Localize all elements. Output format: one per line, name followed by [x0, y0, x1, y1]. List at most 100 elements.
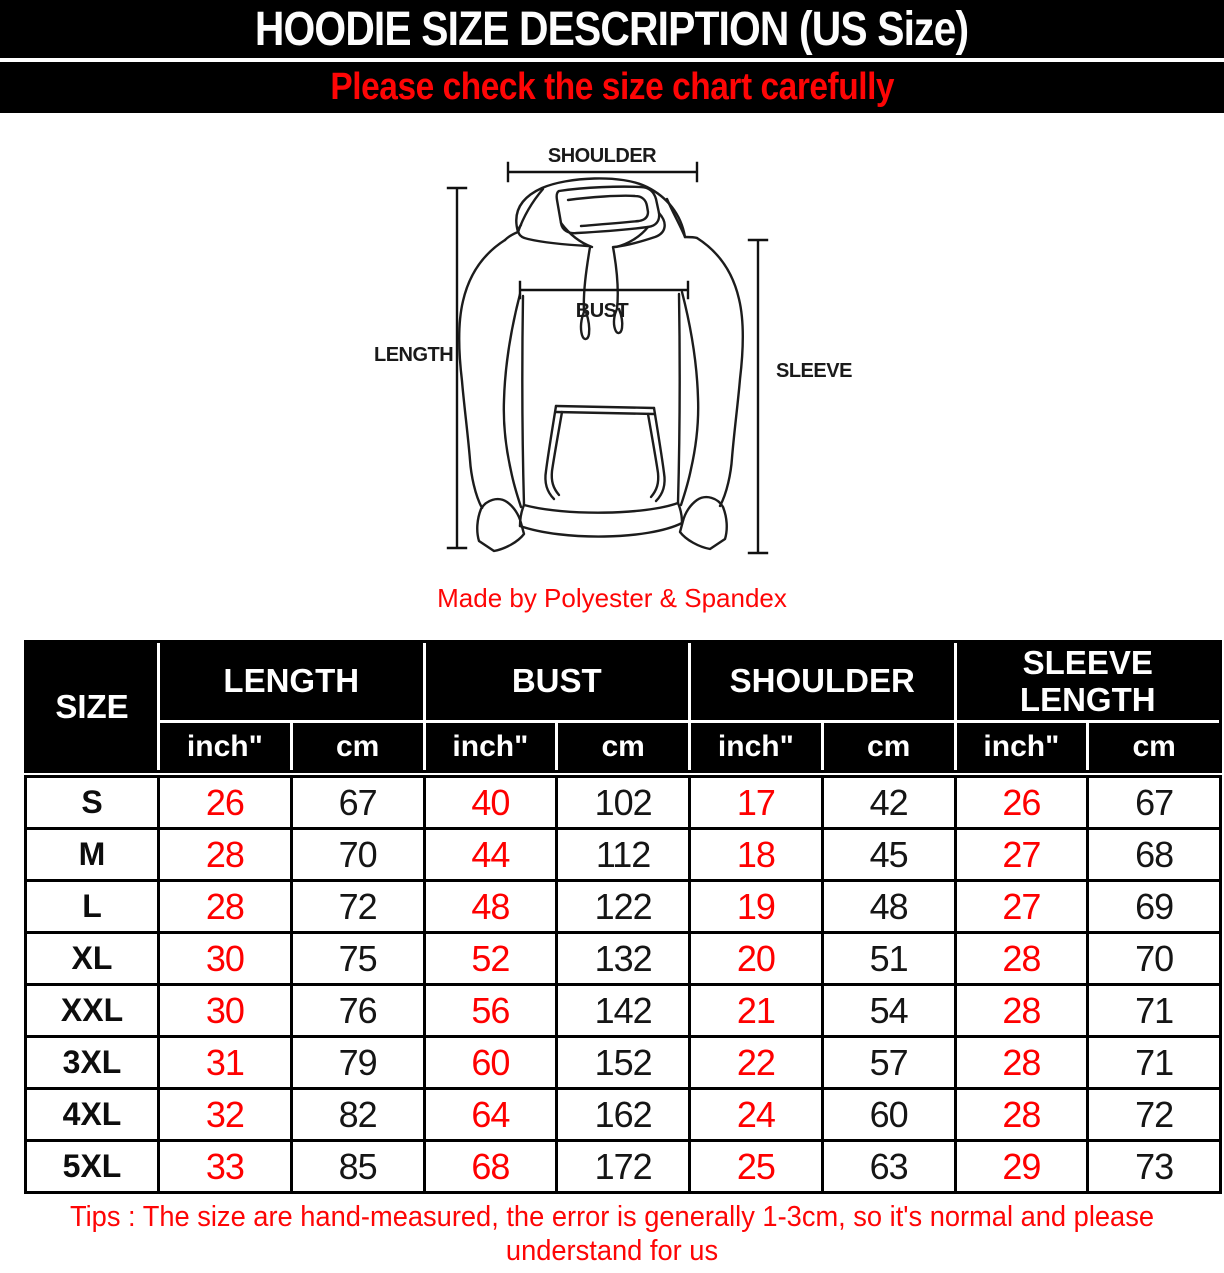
cell-value: 68 [425, 1142, 556, 1191]
cell-value: 45 [823, 830, 954, 879]
cell-value: 30 [160, 934, 290, 983]
cell-value: 79 [292, 1038, 423, 1087]
cell-value: 69 [1089, 882, 1219, 931]
cell-value: 162 [558, 1090, 688, 1139]
cell-value: 48 [823, 882, 954, 931]
page-subtitle: Please check the size chart carefully [330, 66, 894, 108]
cell-value: 71 [1089, 986, 1219, 1035]
tips-line-2: understand for us [505, 1235, 719, 1267]
cell-value: 60 [425, 1038, 556, 1087]
cell-value: 68 [1089, 830, 1219, 879]
sleeve-measure-label: SLEEVE [776, 360, 852, 382]
cell-value: 29 [956, 1142, 1087, 1191]
row-size-label: XXL [27, 986, 157, 1035]
cell-value: 20 [691, 934, 821, 983]
cell-value: 122 [558, 882, 688, 931]
header-sleeve-length: SLEEVE LENGTH [956, 643, 1219, 720]
row-size-label: 3XL [27, 1038, 157, 1087]
cell-value: 82 [292, 1090, 423, 1139]
cell-value: 72 [1089, 1090, 1219, 1139]
cell-value: 54 [823, 986, 954, 1035]
shoulder-measure-label: SHOULDER [547, 145, 657, 167]
cell-value: 112 [558, 830, 688, 879]
cell-value: 32 [160, 1090, 290, 1139]
size-table-body: S 26 67 40 102 17 42 26 67 M 28 70 44 11… [24, 775, 1222, 1194]
cell-value: 26 [160, 778, 290, 827]
subtitle-bar: Please check the size chart carefully [0, 62, 1224, 113]
page-title: HOODIE SIZE DESCRIPTION (US Size) [255, 2, 969, 56]
header-unit-cm: cm [823, 723, 954, 770]
cell-value: 132 [558, 934, 688, 983]
cell-value: 60 [823, 1090, 954, 1139]
header-unit-inch: inch" [425, 723, 556, 770]
cell-value: 30 [160, 986, 290, 1035]
size-table-header: SIZE LENGTH BUST SHOULDER SLEEVE LENGTH … [24, 640, 1222, 773]
hoodie-line-drawing [446, 161, 769, 555]
cell-value: 142 [558, 986, 688, 1035]
tips-note: Tips : The size are hand-measured, the e… [37, 1200, 1188, 1268]
cell-value: 102 [558, 778, 688, 827]
cell-value: 42 [823, 778, 954, 827]
row-size-label: S [27, 778, 157, 827]
cell-value: 40 [425, 778, 556, 827]
row-size-label: 5XL [27, 1142, 157, 1191]
cell-value: 172 [558, 1142, 688, 1191]
hoodie-outline [457, 177, 745, 553]
cell-value: 75 [292, 934, 423, 983]
cell-value: 44 [425, 830, 556, 879]
cell-value: 28 [956, 986, 1087, 1035]
header-bust: BUST [425, 643, 688, 720]
cell-value: 33 [160, 1142, 290, 1191]
cell-value: 24 [691, 1090, 821, 1139]
cell-value: 67 [1089, 778, 1219, 827]
header-shoulder: SHOULDER [691, 643, 954, 720]
header-unit-inch: inch" [160, 723, 290, 770]
cell-value: 28 [160, 830, 290, 879]
cell-value: 26 [956, 778, 1087, 827]
cell-value: 64 [425, 1090, 556, 1139]
row-size-label: XL [27, 934, 157, 983]
header-unit-cm: cm [1089, 723, 1219, 770]
hoodie-diagram: SHOULDER LENGTH BUST SLEEVE [0, 113, 1224, 585]
banner-divider [0, 58, 1224, 62]
cell-value: 18 [691, 830, 821, 879]
row-size-label: 4XL [27, 1090, 157, 1139]
cell-value: 70 [1089, 934, 1219, 983]
cell-value: 28 [160, 882, 290, 931]
cell-value: 76 [292, 986, 423, 1035]
cell-value: 31 [160, 1038, 290, 1087]
cell-value: 17 [691, 778, 821, 827]
cell-value: 52 [425, 934, 556, 983]
cell-value: 25 [691, 1142, 821, 1191]
cell-value: 85 [292, 1142, 423, 1191]
length-measure-label: LENGTH [374, 344, 454, 366]
cell-value: 28 [956, 1090, 1087, 1139]
cell-value: 152 [558, 1038, 688, 1087]
cell-value: 22 [691, 1038, 821, 1087]
header-unit-inch: inch" [691, 723, 821, 770]
cell-value: 71 [1089, 1038, 1219, 1087]
cell-value: 70 [292, 830, 423, 879]
cell-value: 72 [292, 882, 423, 931]
cell-value: 27 [956, 882, 1087, 931]
title-bar: HOODIE SIZE DESCRIPTION (US Size) [0, 0, 1224, 58]
header-length: LENGTH [160, 643, 423, 720]
tips-line-1: Tips : The size are hand-measured, the e… [69, 1201, 1154, 1233]
header-size: SIZE [27, 643, 157, 770]
header-unit-inch: inch" [956, 723, 1087, 770]
cell-value: 21 [691, 986, 821, 1035]
size-table: SIZE LENGTH BUST SHOULDER SLEEVE LENGTH … [24, 640, 1222, 1194]
header-unit-cm: cm [558, 723, 688, 770]
header-unit-cm: cm [292, 723, 423, 770]
cell-value: 51 [823, 934, 954, 983]
cell-value: 48 [425, 882, 556, 931]
cell-value: 27 [956, 830, 1087, 879]
bust-measure-label: BUST [575, 300, 629, 322]
cell-value: 73 [1089, 1142, 1219, 1191]
cell-value: 63 [823, 1142, 954, 1191]
material-caption: Made by Polyester & Spandex [437, 583, 787, 613]
cell-value: 67 [292, 778, 423, 827]
cell-value: 56 [425, 986, 556, 1035]
cell-value: 19 [691, 882, 821, 931]
